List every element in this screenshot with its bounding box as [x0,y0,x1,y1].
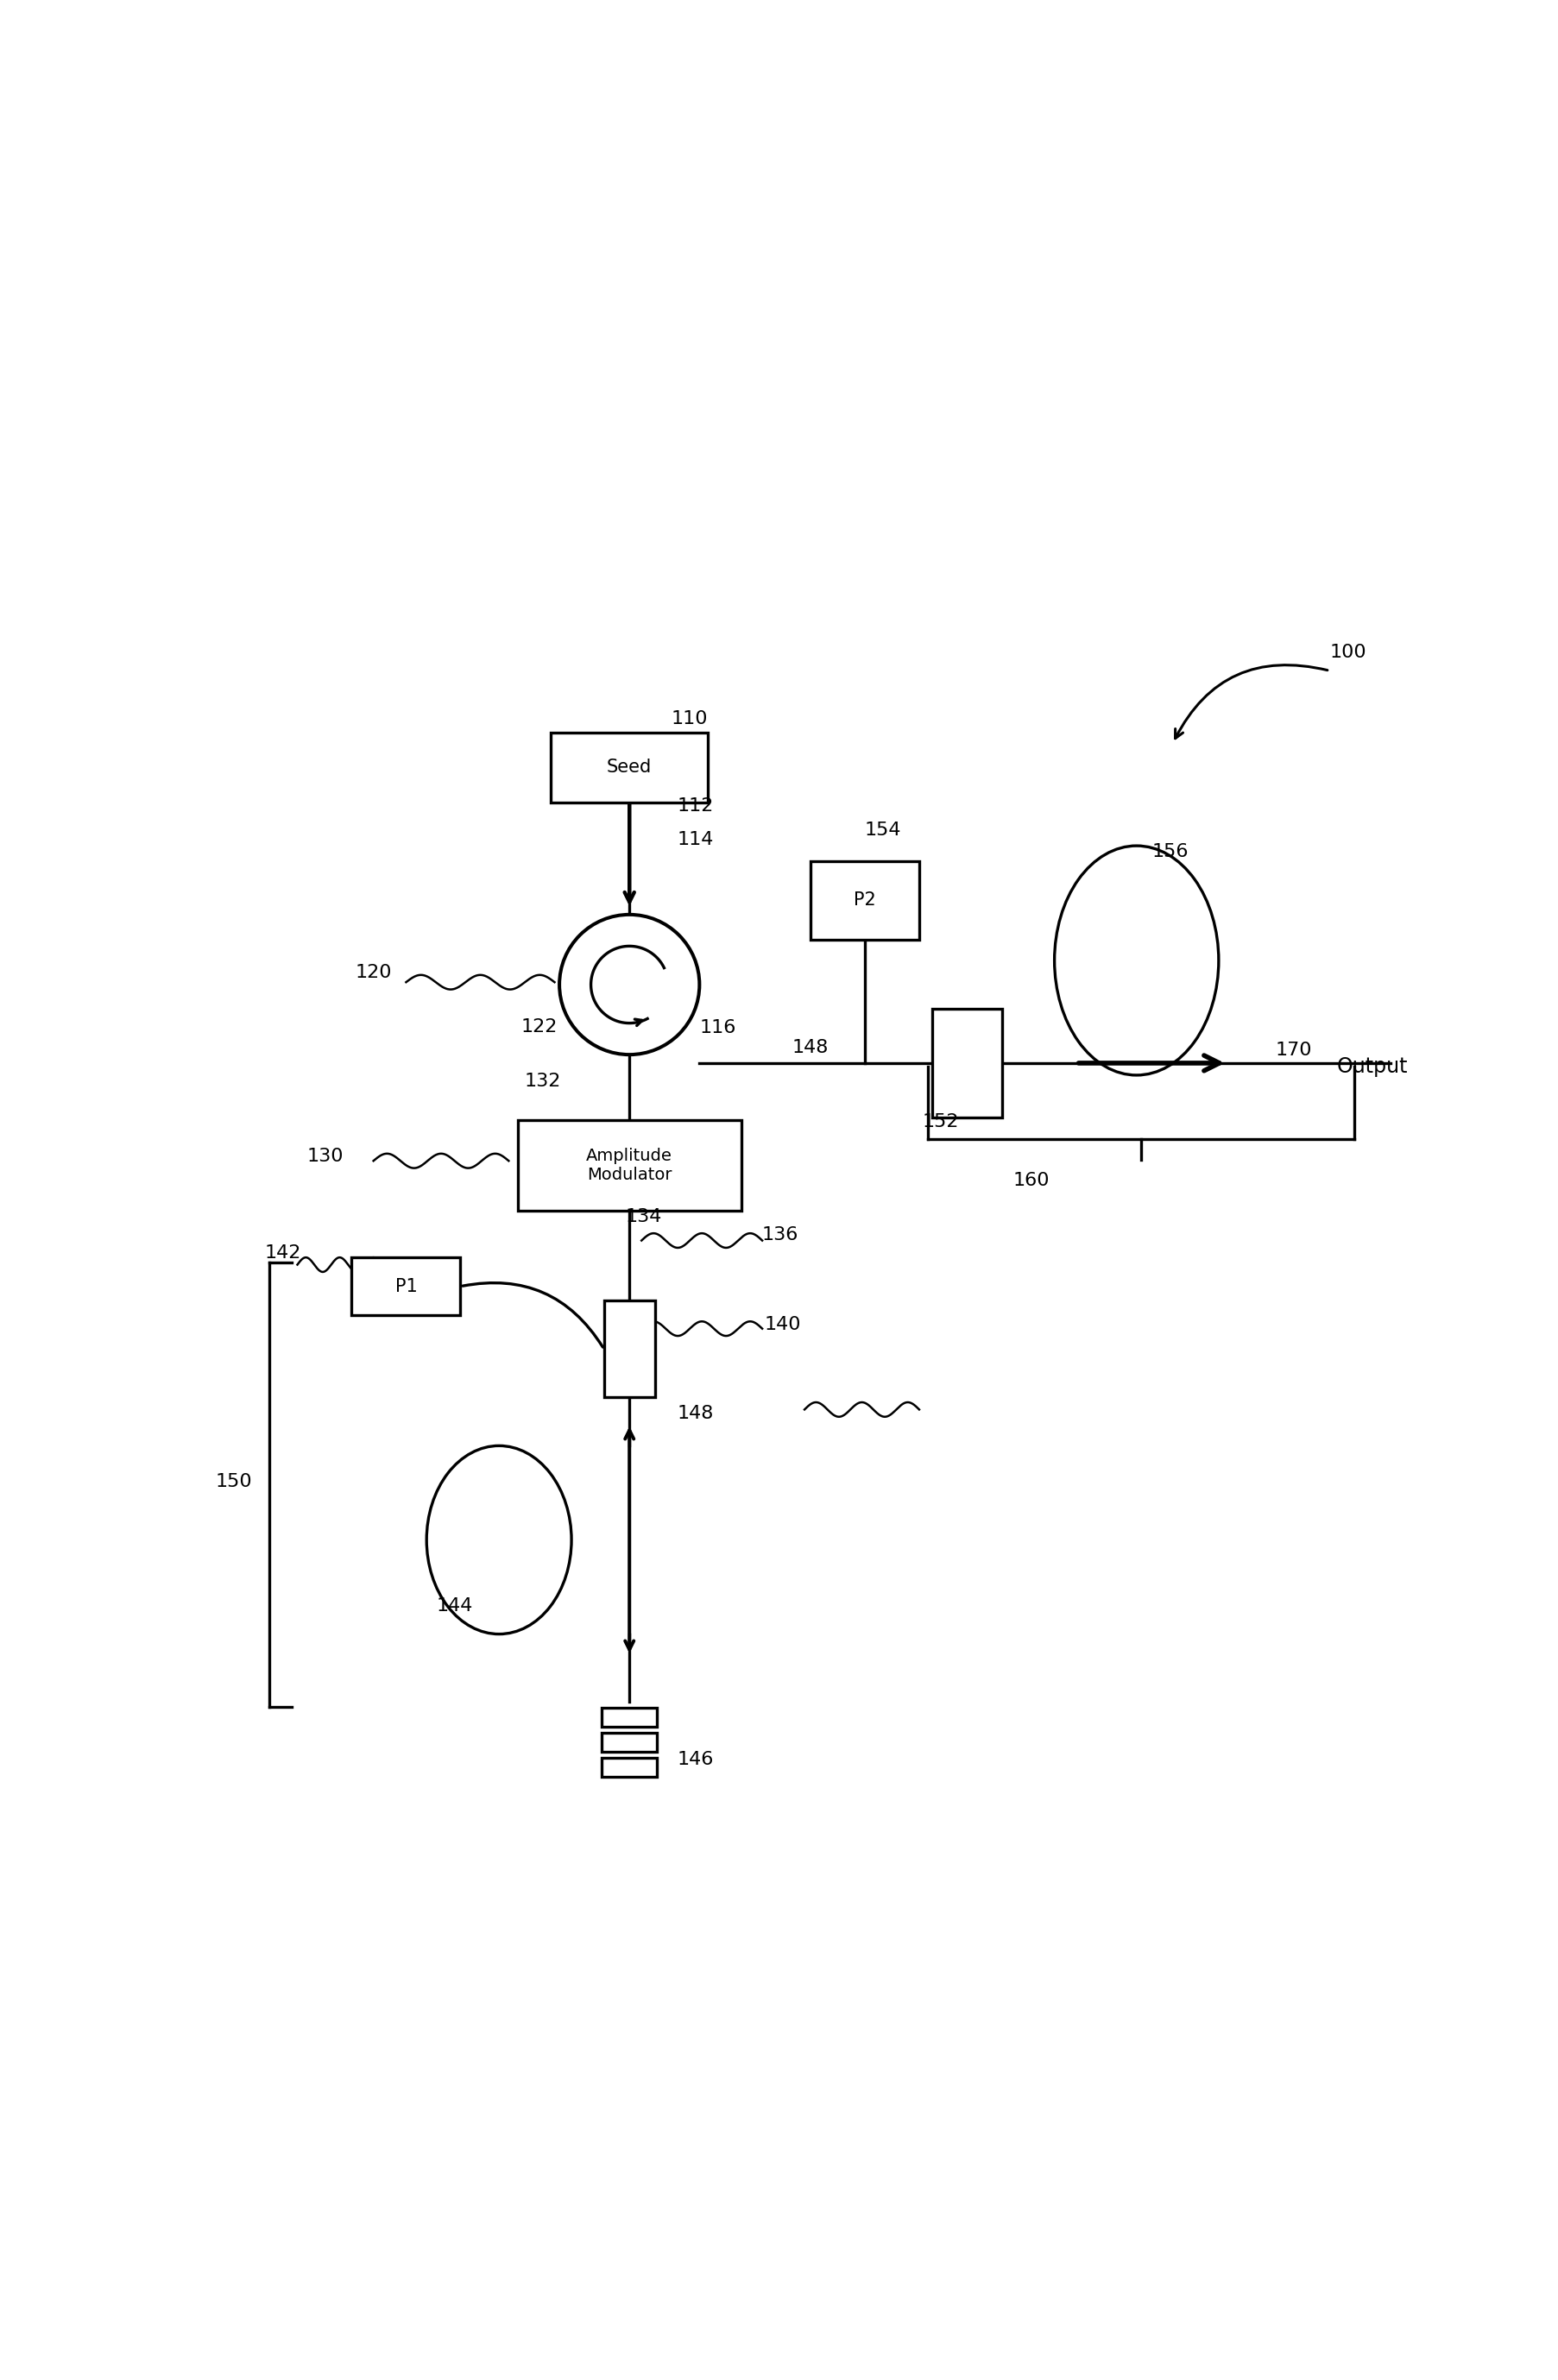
Circle shape [559,914,700,1054]
Text: P2: P2 [854,892,876,909]
Bar [601,1709,657,1726]
Text: 116: 116 [700,1019,735,1038]
Text: 130: 130 [307,1147,343,1164]
Text: 120: 120 [355,964,391,981]
Bar [601,1733,657,1752]
Text: 150: 150 [215,1473,252,1490]
Text: 170: 170 [1274,1040,1312,1059]
Bar [352,1257,461,1316]
Text: 122: 122 [520,1019,558,1035]
Text: 144: 144 [436,1597,472,1616]
Text: Output: Output [1337,1057,1407,1078]
Text: 112: 112 [678,797,714,814]
Bar [517,1121,742,1211]
Text: 136: 136 [762,1226,799,1242]
FancyArrowPatch shape [463,1283,603,1347]
Text: 134: 134 [626,1207,662,1226]
Bar [810,862,919,940]
Text: Seed: Seed [608,759,651,776]
Text: 156: 156 [1151,843,1189,862]
Text: 114: 114 [678,831,714,847]
Text: 154: 154 [865,821,902,838]
Text: 140: 140 [765,1316,801,1333]
Bar [933,1009,1002,1116]
Text: 100: 100 [1329,645,1366,662]
Text: 142: 142 [265,1245,301,1261]
Text: 132: 132 [523,1073,561,1090]
Text: 148: 148 [678,1404,714,1421]
Text: P1: P1 [394,1278,418,1295]
Text: Amplitude
Modulator: Amplitude Modulator [586,1147,673,1183]
Text: 148: 148 [793,1038,829,1057]
Bar [601,1759,657,1775]
Text: 152: 152 [922,1114,960,1130]
Bar [605,1302,654,1397]
Text: 160: 160 [1013,1171,1050,1188]
Text: 110: 110 [671,709,709,728]
Text: 146: 146 [678,1752,714,1768]
Bar [552,733,707,802]
